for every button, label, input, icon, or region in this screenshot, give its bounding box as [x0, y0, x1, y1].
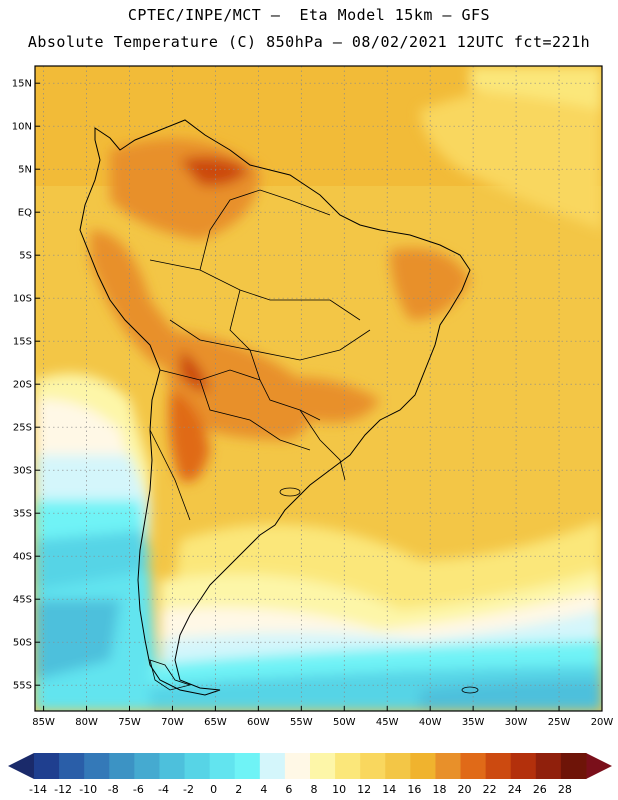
- colorbar-label: 2: [235, 783, 243, 796]
- lat-tick-label: 5N: [18, 165, 32, 176]
- lon-tick-label: 45W: [376, 717, 399, 728]
- colorbar-label: 10: [332, 783, 347, 796]
- map-frame: [34, 65, 603, 712]
- lon-tick-label: 25W: [548, 717, 571, 728]
- colorbar-label: 20: [457, 783, 472, 796]
- lat-tick-label: 50S: [13, 638, 32, 649]
- colorbar-label: 26: [532, 783, 547, 796]
- borders: [149, 189, 371, 521]
- lat-tick-label: 15S: [13, 337, 32, 348]
- lat-tick-label: 20S: [13, 380, 32, 391]
- colorbar-label: 28: [557, 783, 572, 796]
- colorbar-swatch: [284, 753, 311, 779]
- colorbar-label: 8: [310, 783, 318, 796]
- lat-tick-label: 45S: [13, 595, 32, 606]
- lon-tick-label: 50W: [333, 717, 356, 728]
- latitude-axis: 15N 10N 5N EQ 5S 10S 15S 20S 25S 30S 35S 40S 45S 50S 5…: [12, 79, 40, 692]
- colorbar-label: 0: [210, 783, 218, 796]
- colorbar-label: -4: [157, 783, 169, 796]
- coastline: [79, 119, 471, 696]
- lon-tick-label: 55W: [290, 717, 313, 728]
- lon-tick-label: 70W: [161, 717, 184, 728]
- colorbar-swatch: [335, 753, 361, 779]
- colorbar-under-arrow: [8, 753, 34, 779]
- colorbar-swatch: [159, 753, 186, 779]
- lat-tick-label: 40S: [13, 552, 32, 563]
- colorbar-swatch: [360, 753, 386, 779]
- title-line-2: Absolute Temperature (C) 850hPa – 08/02/…: [27, 33, 591, 51]
- colorbar-label: 24: [507, 783, 522, 796]
- colorbar-swatch: [385, 753, 411, 779]
- colorbar-label: 14: [382, 783, 397, 796]
- lat-tick-label: 10N: [12, 122, 32, 133]
- colorbar-label: -2: [183, 783, 195, 796]
- colorbar-swatch: [34, 753, 60, 779]
- colorbar-over-arrow: [586, 753, 612, 779]
- colorbar-label: 4: [260, 783, 268, 796]
- title-line-1: CPTEC/INPE/MCT – Eta Model 15km – GFS: [127, 6, 491, 24]
- lat-tick-label: 5S: [19, 251, 32, 262]
- lat-tick-label: 15N: [12, 79, 32, 90]
- colorbar-label: 6: [285, 783, 293, 796]
- colorbar: [8, 753, 612, 779]
- lat-tick-label: 30S: [13, 466, 32, 477]
- colorbar-label: 18: [432, 783, 447, 796]
- lon-tick-label: 80W: [75, 717, 98, 728]
- map-field: [35, 66, 602, 711]
- lon-tick-label: 75W: [118, 717, 141, 728]
- colorbar-swatch: [184, 753, 211, 779]
- colorbar-swatch: [485, 753, 512, 779]
- colorbar-swatch: [535, 753, 562, 779]
- colorbar-label: 12: [357, 783, 372, 796]
- colorbar-swatch: [209, 753, 236, 779]
- lon-tick-label: 40W: [419, 717, 442, 728]
- colorbar-swatch: [460, 753, 487, 779]
- lat-tick-label: EQ: [18, 208, 32, 219]
- colorbar-swatch: [234, 753, 261, 779]
- colorbar-label: 22: [482, 783, 497, 796]
- colorbar-swatch: [310, 753, 336, 779]
- lon-tick-label: 20W: [591, 717, 614, 728]
- colorbar-label: -14: [29, 783, 47, 796]
- lon-tick-label: 85W: [32, 717, 55, 728]
- colorbar-swatch: [560, 753, 587, 779]
- colorbar-swatch: [59, 753, 85, 779]
- colorbar-swatch: [134, 753, 160, 779]
- colorbar-label: 16: [407, 783, 422, 796]
- longitude-axis: 85W 80W 75W 70W 65W 60W 55W 50W 45W 40W 35W 30W 25W 2…: [32, 706, 613, 728]
- colorbar-swatch: [109, 753, 135, 779]
- colorbar-label: -6: [132, 783, 144, 796]
- colorbar-label: -12: [54, 783, 73, 796]
- colorbar-label: -10: [79, 783, 98, 796]
- lat-tick-label: 10S: [13, 294, 32, 305]
- colorbar-swatch: [510, 753, 537, 779]
- lon-tick-label: 30W: [505, 717, 528, 728]
- lon-tick-label: 35W: [462, 717, 485, 728]
- lat-tick-label: 55S: [13, 681, 32, 692]
- lon-tick-label: 65W: [204, 717, 227, 728]
- lat-tick-label: 35S: [13, 509, 32, 520]
- lat-tick-label: 25S: [13, 423, 32, 434]
- colorbar-label: -8: [107, 783, 119, 796]
- colorbar-swatch: [259, 753, 286, 779]
- colorbar-swatch: [84, 753, 110, 779]
- colorbar-swatch: [435, 753, 462, 779]
- colorbar-swatch: [410, 753, 436, 779]
- graticule: [35, 66, 602, 711]
- lon-tick-label: 60W: [247, 717, 270, 728]
